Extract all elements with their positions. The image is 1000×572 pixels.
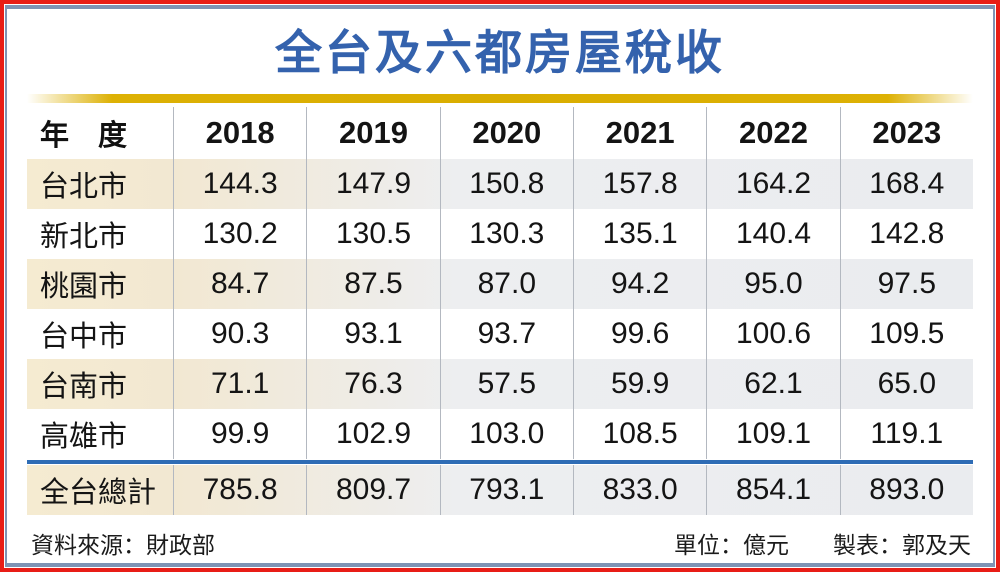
row-label-kaohsiung: 高雄市 <box>40 421 128 453</box>
value-cell-taichung-2023: 109.5 <box>839 309 973 359</box>
housing-tax-table: 年 度 2018 2019 2020 2021 2022 2023 台北市 144.3 147.9… <box>27 107 973 515</box>
value-cell-taiwan-total-2020: 793.1 <box>439 465 573 515</box>
value-cell-new-taipei-2022: 140.4 <box>706 209 839 259</box>
value-cell-tainan-2018: 71.1 <box>173 359 306 409</box>
value-cell-tainan-2023: 65.0 <box>839 359 973 409</box>
value-cell-taichung-2021: 99.6 <box>572 309 706 359</box>
value-cell-taoyuan-2019: 87.5 <box>306 259 439 309</box>
year-column-header-2022: 2022 <box>706 107 839 159</box>
unit-note: 單位：億元 <box>674 532 789 558</box>
table-row-taichung: 台中市 90.3 93.1 93.7 99.6 100.6 109.5 <box>27 309 973 359</box>
value-cell-taichung-2020: 93.7 <box>439 309 573 359</box>
value-cell-tainan-2019: 76.3 <box>306 359 439 409</box>
value-cell-taoyuan-2018: 84.7 <box>173 259 306 309</box>
value-cell-taoyuan-2023: 97.5 <box>839 259 973 309</box>
table-row-new-taipei: 新北市 130.2 130.5 130.3 135.1 140.4 142.8 <box>27 209 973 259</box>
value-cell-taiwan-total-2022: 854.1 <box>706 465 839 515</box>
value-cell-taipei-2018: 144.3 <box>173 159 306 209</box>
value-cell-kaohsiung-2018: 99.9 <box>173 409 306 459</box>
value-cell-new-taipei-2019: 130.5 <box>306 209 439 259</box>
value-cell-tainan-2021: 59.9 <box>572 359 706 409</box>
value-cell-taoyuan-2021: 94.2 <box>572 259 706 309</box>
value-cell-taipei-2023: 168.4 <box>839 159 973 209</box>
value-cell-tainan-2020: 57.5 <box>439 359 573 409</box>
value-cell-taichung-2019: 93.1 <box>306 309 439 359</box>
value-cell-taipei-2020: 150.8 <box>439 159 573 209</box>
table-row-taipei: 台北市 144.3 147.9 150.8 157.8 164.2 168.4 <box>27 159 973 209</box>
table-row-taoyuan: 桃園市 84.7 87.5 87.0 94.2 95.0 97.5 <box>27 259 973 309</box>
value-cell-kaohsiung-2023: 119.1 <box>839 409 973 459</box>
value-cell-kaohsiung-2019: 102.9 <box>306 409 439 459</box>
row-label-taichung: 台中市 <box>40 321 128 353</box>
year-column-header-2019: 2019 <box>306 107 439 159</box>
credit-note: 製表：郭及天 <box>833 532 971 558</box>
row-label-taoyuan: 桃園市 <box>40 271 128 303</box>
row-label-taiwan-total: 全台總計 <box>40 477 157 509</box>
year-column-header-2018: 2018 <box>173 107 306 159</box>
table-header-row: 年 度 2018 2019 2020 2021 2022 2023 <box>27 107 973 159</box>
value-cell-new-taipei-2023: 142.8 <box>839 209 973 259</box>
value-cell-taiwan-total-2019: 809.7 <box>306 465 439 515</box>
value-cell-taichung-2022: 100.6 <box>706 309 839 359</box>
source-note: 資料來源：財政部 <box>31 532 215 558</box>
gold-divider <box>27 94 973 103</box>
value-cell-new-taipei-2020: 130.3 <box>439 209 573 259</box>
value-cell-new-taipei-2018: 130.2 <box>173 209 306 259</box>
year-column-header-2023: 2023 <box>839 107 973 159</box>
value-cell-taoyuan-2020: 87.0 <box>439 259 573 309</box>
total-separator-line <box>27 460 973 464</box>
value-cell-taipei-2022: 164.2 <box>706 159 839 209</box>
value-cell-new-taipei-2021: 135.1 <box>572 209 706 259</box>
footer-right-group: 單位：億元 製表：郭及天 <box>674 526 971 560</box>
year-column-header-2021: 2021 <box>572 107 706 159</box>
value-cell-tainan-2022: 62.1 <box>706 359 839 409</box>
value-cell-kaohsiung-2021: 108.5 <box>572 409 706 459</box>
row-label-new-taipei: 新北市 <box>40 221 128 253</box>
table-total-row: 全台總計 785.8 809.7 793.1 833.0 854.1 893.0 <box>27 465 973 515</box>
value-cell-taiwan-total-2018: 785.8 <box>173 465 306 515</box>
page-title: 全台及六都房屋稅收 <box>275 26 725 79</box>
value-cell-taipei-2021: 157.8 <box>572 159 706 209</box>
table-row-kaohsiung: 高雄市 99.9 102.9 103.0 108.5 109.1 119.1 <box>27 409 973 459</box>
row-label-tainan: 台南市 <box>40 371 128 403</box>
year-column-header-2020: 2020 <box>439 107 573 159</box>
value-cell-taiwan-total-2023: 893.0 <box>839 465 973 515</box>
row-label-taipei: 台北市 <box>40 171 128 203</box>
table-row-tainan: 台南市 71.1 76.3 57.5 59.9 62.1 65.0 <box>27 359 973 409</box>
infographic-card: 全台及六都房屋稅收 年 度 2018 2019 2020 2021 2022 2023 台北市… <box>5 5 995 567</box>
year-axis-header: 年 度 <box>40 120 128 152</box>
value-cell-taoyuan-2022: 95.0 <box>706 259 839 309</box>
value-cell-kaohsiung-2022: 109.1 <box>706 409 839 459</box>
value-cell-taipei-2019: 147.9 <box>306 159 439 209</box>
value-cell-taichung-2018: 90.3 <box>173 309 306 359</box>
value-cell-taiwan-total-2021: 833.0 <box>572 465 706 515</box>
footer: 資料來源：財政部 單位：億元 製表：郭及天 <box>31 526 971 560</box>
value-cell-kaohsiung-2020: 103.0 <box>439 409 573 459</box>
